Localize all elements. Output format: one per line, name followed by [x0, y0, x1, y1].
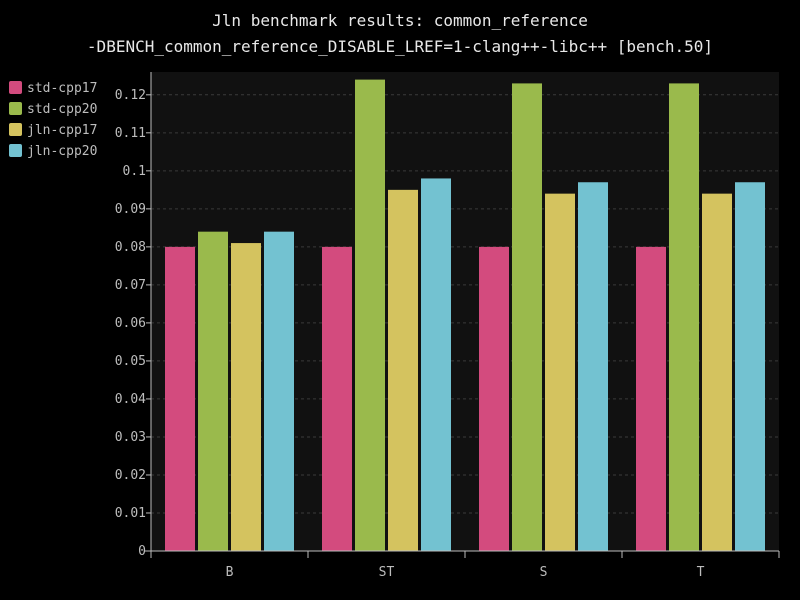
y-tick-label: 0.01: [115, 506, 146, 521]
bar-std-cpp20-S: [512, 83, 542, 552]
bar-std-cpp17-B: [165, 246, 195, 551]
legend-swatch-jln-cpp20[interactable]: [9, 144, 22, 157]
x-tick-label: B: [226, 565, 234, 580]
y-tick-label: 0.06: [115, 316, 146, 331]
bar-jln-cpp17-ST: [388, 189, 418, 551]
y-tick-label: 0.12: [115, 88, 146, 103]
y-tick-label: 0.04: [115, 392, 146, 407]
bar-std-cpp20-ST: [355, 79, 385, 551]
y-tick-label: 0.03: [115, 430, 146, 445]
y-tick-label: 0: [138, 544, 146, 559]
bar-jln-cpp20-B: [264, 231, 294, 551]
bar-jln-cpp17-S: [545, 193, 575, 551]
bar-jln-cpp20-S: [578, 182, 608, 551]
legend: std-cpp17 std-cpp20 jln-cpp17 jln-cpp20: [9, 81, 97, 159]
legend-swatch-std-cpp17[interactable]: [9, 81, 22, 94]
legend-swatch-jln-cpp17[interactable]: [9, 123, 22, 136]
legend-label-jln-cpp20[interactable]: jln-cpp20: [27, 144, 97, 159]
y-tick-label: 0.02: [115, 468, 146, 483]
chart-subtitle: -DBENCH_common_reference_DISABLE_LREF=1-…: [87, 37, 713, 56]
y-tick-label: 0.08: [115, 240, 146, 255]
chart-title: Jln benchmark results: common_reference: [212, 11, 588, 30]
y-tick-label: 0.1: [123, 164, 146, 179]
x-tick-label: ST: [379, 565, 395, 580]
y-tick-label: 0.07: [115, 278, 146, 293]
bar-jln-cpp17-B: [231, 243, 261, 552]
legend-label-std-cpp17[interactable]: std-cpp17: [27, 81, 97, 96]
legend-label-jln-cpp17[interactable]: jln-cpp17: [27, 123, 97, 138]
bar-jln-cpp17-T: [702, 193, 732, 551]
bar-jln-cpp20-T: [735, 182, 765, 551]
x-tick-label: T: [697, 565, 705, 580]
bar-std-cpp17-T: [636, 246, 666, 551]
bar-std-cpp20-B: [198, 231, 228, 551]
y-tick-label: 0.05: [115, 354, 146, 369]
legend-label-std-cpp20[interactable]: std-cpp20: [27, 102, 97, 117]
y-axis-ticks: 0 0.01 0.02 0.03 0.04 0.05 0.06 0.07 0.08 0.09 0.1…: [115, 88, 151, 559]
x-axis-ticks: B ST S T: [150, 551, 780, 580]
bar-std-cpp17-ST: [322, 246, 352, 551]
x-tick-label: S: [540, 565, 548, 580]
y-tick-label: 0.11: [115, 126, 146, 141]
y-tick-label: 0.09: [115, 202, 146, 217]
bar-std-cpp20-T: [669, 83, 699, 552]
legend-swatch-std-cpp20[interactable]: [9, 102, 22, 115]
bars: [165, 79, 765, 552]
bar-std-cpp17-S: [479, 246, 509, 551]
bar-jln-cpp20-ST: [421, 178, 451, 551]
